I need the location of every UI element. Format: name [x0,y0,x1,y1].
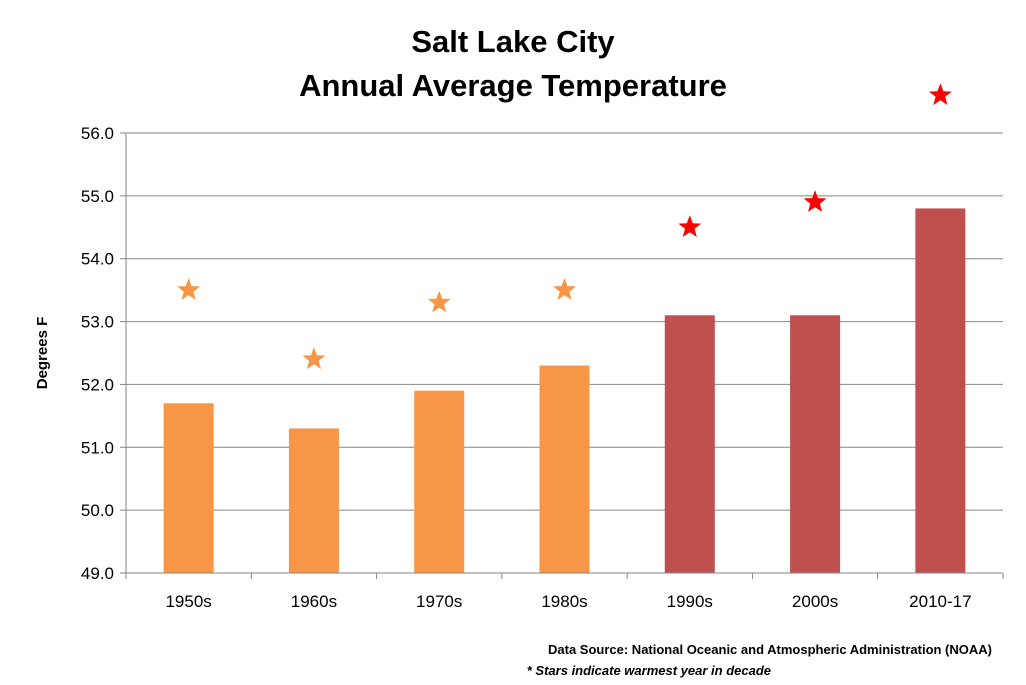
star-marker-1970s [427,290,451,313]
x-tick-label: 2000s [792,592,838,611]
x-tick-label: 1970s [416,592,462,611]
bar-1960s [288,428,339,573]
x-tick-label: 1950s [165,592,211,611]
star-marker-1980s [553,278,576,300]
chart-title-line1: Salt Lake City [411,24,615,59]
star-marker-2010-17 [928,83,952,105]
star-marker-1990s [678,215,702,237]
data-source-note: Data Source: National Oceanic and Atmosp… [548,642,992,657]
x-tick-label: 1990s [667,592,713,611]
bar-2000s [790,315,841,573]
chart-title-line2: Annual Average Temperature [299,68,727,103]
star-marker-2000s [803,190,827,212]
star-marker-1950s [177,278,201,300]
bar-1990s [664,315,715,573]
y-tick-label: 54.0 [81,250,114,269]
y-tick-label: 50.0 [81,501,114,520]
x-tick-label: 1960s [291,592,337,611]
y-tick-label: 53.0 [81,313,114,332]
bar-1950s [163,403,214,573]
y-tick-label: 49.0 [81,564,114,583]
star-marker-1960s [302,347,326,369]
x-tick-label: 2010-17 [909,592,971,611]
y-tick-label: 51.0 [81,438,114,457]
y-tick-label: 56.0 [81,124,114,143]
bar-1980s [539,365,590,573]
x-tick-label: 1980s [541,592,587,611]
bar-1970s [414,390,465,573]
y-tick-label: 52.0 [81,375,114,394]
stars-note: * Stars indicate warmest year in decade [526,663,771,678]
y-tick-label: 55.0 [81,187,114,206]
bar-2010-17 [915,208,966,573]
y-axis-label: Degrees F [34,317,51,390]
